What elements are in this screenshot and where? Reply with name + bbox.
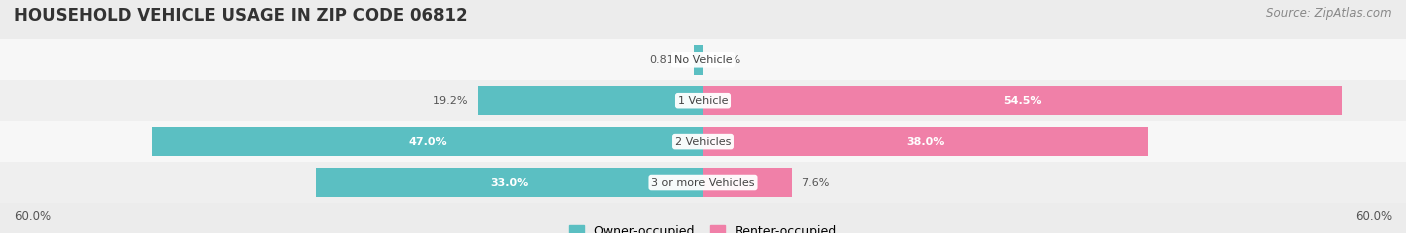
- Bar: [0, 121, 1406, 162]
- Text: 1 Vehicle: 1 Vehicle: [678, 96, 728, 106]
- Text: Source: ZipAtlas.com: Source: ZipAtlas.com: [1267, 7, 1392, 20]
- Bar: [0, 162, 1406, 203]
- Text: 0.0%: 0.0%: [713, 55, 741, 65]
- Bar: [152, 127, 703, 156]
- Bar: [478, 86, 703, 115]
- Text: 3 or more Vehicles: 3 or more Vehicles: [651, 178, 755, 188]
- Text: 19.2%: 19.2%: [433, 96, 468, 106]
- Bar: [0, 39, 1406, 80]
- Text: 38.0%: 38.0%: [907, 137, 945, 147]
- Text: 54.5%: 54.5%: [1002, 96, 1042, 106]
- Bar: [0, 80, 1406, 121]
- Bar: [703, 127, 1149, 156]
- Text: 60.0%: 60.0%: [14, 210, 51, 223]
- Bar: [703, 86, 1341, 115]
- Bar: [703, 168, 792, 197]
- Text: 60.0%: 60.0%: [1355, 210, 1392, 223]
- Text: 7.6%: 7.6%: [801, 178, 830, 188]
- Text: 33.0%: 33.0%: [491, 178, 529, 188]
- Text: HOUSEHOLD VEHICLE USAGE IN ZIP CODE 06812: HOUSEHOLD VEHICLE USAGE IN ZIP CODE 0681…: [14, 7, 468, 25]
- Legend: Owner-occupied, Renter-occupied: Owner-occupied, Renter-occupied: [568, 225, 838, 233]
- Bar: [316, 168, 703, 197]
- Text: 47.0%: 47.0%: [408, 137, 447, 147]
- Text: 0.81%: 0.81%: [648, 55, 685, 65]
- Text: 2 Vehicles: 2 Vehicles: [675, 137, 731, 147]
- Text: No Vehicle: No Vehicle: [673, 55, 733, 65]
- Bar: [693, 45, 703, 75]
